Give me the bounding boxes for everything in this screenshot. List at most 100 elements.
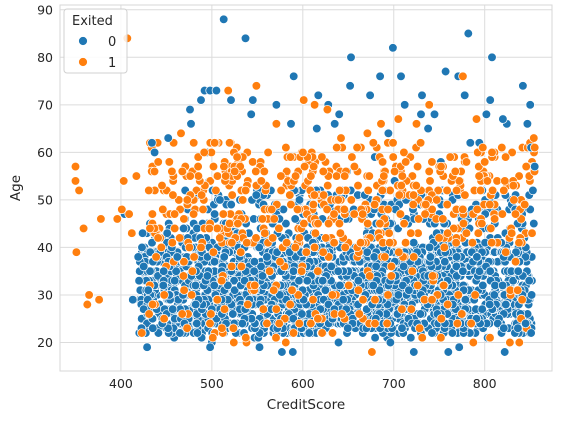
data-point-series-1 bbox=[71, 247, 82, 257]
data-point-series-1 bbox=[193, 171, 204, 181]
data-point-series-1 bbox=[131, 171, 142, 181]
data-point-series-1 bbox=[453, 290, 463, 300]
data-point-series-1 bbox=[347, 152, 357, 162]
data-point-series-1 bbox=[153, 233, 163, 243]
data-point-series-1 bbox=[230, 166, 240, 177]
data-point-series-1 bbox=[451, 185, 462, 196]
data-point-series-1 bbox=[527, 228, 537, 238]
data-point-series-1 bbox=[471, 114, 482, 124]
data-point-series-1 bbox=[313, 218, 323, 229]
data-point-series-1 bbox=[256, 176, 266, 186]
data-point-series-0 bbox=[345, 81, 355, 91]
data-point-series-1 bbox=[322, 104, 333, 115]
data-point-series-0 bbox=[481, 109, 492, 119]
data-point-series-1 bbox=[159, 314, 169, 324]
data-point-series-1 bbox=[346, 195, 356, 205]
data-point-series-1 bbox=[458, 71, 468, 81]
data-point-series-1 bbox=[282, 238, 292, 248]
data-point-series-1 bbox=[269, 285, 279, 295]
data-point-series-1 bbox=[221, 171, 231, 181]
data-point-series-1 bbox=[480, 157, 490, 167]
data-point-series-1 bbox=[436, 314, 446, 324]
data-point-series-1 bbox=[176, 128, 186, 138]
data-point-series-0 bbox=[383, 128, 394, 138]
data-point-series-1 bbox=[354, 309, 364, 319]
data-point-series-1 bbox=[238, 195, 248, 205]
data-point-series-1 bbox=[472, 204, 482, 215]
data-point-series-1 bbox=[485, 199, 495, 210]
data-point-series-0 bbox=[262, 252, 272, 262]
data-point-series-1 bbox=[96, 214, 106, 224]
data-point-series-1 bbox=[323, 180, 333, 191]
data-point-series-1 bbox=[301, 247, 311, 257]
data-point-series-1 bbox=[264, 266, 275, 276]
data-point-series-0 bbox=[425, 252, 436, 262]
x-tick-label: 400 bbox=[109, 376, 133, 391]
data-point-series-1 bbox=[508, 180, 518, 191]
data-point-series-0 bbox=[196, 95, 206, 105]
data-point-series-1 bbox=[382, 318, 392, 329]
data-point-series-0 bbox=[170, 276, 180, 286]
data-point-series-1 bbox=[269, 214, 279, 224]
data-point-series-0 bbox=[513, 266, 523, 276]
data-point-series-0 bbox=[290, 214, 300, 224]
data-point-series-1 bbox=[117, 204, 127, 215]
data-point-series-0 bbox=[526, 290, 537, 300]
data-point-series-0 bbox=[226, 199, 236, 210]
data-point-series-0 bbox=[288, 347, 298, 357]
data-point-series-1 bbox=[227, 261, 237, 272]
data-point-series-0 bbox=[404, 285, 414, 295]
data-point-series-1 bbox=[236, 247, 246, 257]
data-point-series-1 bbox=[281, 142, 291, 153]
data-point-series-0 bbox=[219, 252, 229, 262]
data-point-series-1 bbox=[309, 242, 320, 253]
data-point-series-1 bbox=[299, 161, 310, 172]
data-point-series-1 bbox=[413, 214, 424, 224]
data-point-series-1 bbox=[318, 190, 329, 200]
data-point-series-0 bbox=[370, 333, 380, 343]
data-point-series-1 bbox=[337, 309, 347, 319]
data-point-series-0 bbox=[429, 109, 440, 119]
data-point-series-0 bbox=[443, 347, 453, 357]
data-point-series-1 bbox=[158, 204, 168, 215]
y-tick-label: 40 bbox=[37, 240, 53, 255]
data-point-series-0 bbox=[524, 276, 534, 286]
data-point-series-1 bbox=[281, 337, 291, 348]
data-point-series-1 bbox=[227, 238, 237, 248]
data-point-series-1 bbox=[442, 228, 453, 238]
data-point-series-1 bbox=[177, 309, 187, 319]
data-point-series-1 bbox=[318, 166, 328, 177]
data-point-series-0 bbox=[485, 266, 495, 276]
data-point-series-0 bbox=[416, 109, 426, 119]
data-point-series-1 bbox=[362, 128, 373, 138]
data-point-series-1 bbox=[432, 195, 442, 205]
data-point-series-0 bbox=[168, 304, 178, 314]
data-point-series-1 bbox=[127, 228, 137, 238]
data-point-series-1 bbox=[363, 185, 373, 196]
data-point-series-0 bbox=[369, 252, 379, 262]
data-point-series-0 bbox=[257, 271, 268, 281]
data-point-series-1 bbox=[251, 166, 261, 177]
data-point-series-1 bbox=[439, 280, 449, 291]
y-tick-label: 60 bbox=[37, 145, 53, 160]
data-point-series-1 bbox=[376, 119, 386, 129]
legend-label-series-1: 1 bbox=[108, 56, 116, 71]
data-point-series-1 bbox=[396, 180, 406, 191]
data-point-series-0 bbox=[371, 261, 381, 272]
data-point-series-1 bbox=[179, 257, 189, 267]
data-point-series-1 bbox=[208, 333, 218, 343]
data-point-series-0 bbox=[409, 238, 419, 248]
data-point-series-1 bbox=[209, 138, 220, 148]
data-point-series-1 bbox=[395, 209, 406, 219]
data-point-series-0 bbox=[333, 337, 344, 348]
data-point-series-0 bbox=[172, 252, 182, 262]
data-point-series-0 bbox=[286, 119, 296, 129]
data-point-series-1 bbox=[285, 152, 296, 162]
plot-frame bbox=[59, 4, 553, 372]
data-point-series-0 bbox=[500, 347, 510, 357]
data-point-series-1 bbox=[457, 309, 467, 319]
data-point-series-0 bbox=[190, 280, 201, 291]
data-point-series-0 bbox=[229, 276, 239, 286]
data-point-series-0 bbox=[186, 119, 196, 129]
data-point-series-1 bbox=[112, 214, 122, 224]
